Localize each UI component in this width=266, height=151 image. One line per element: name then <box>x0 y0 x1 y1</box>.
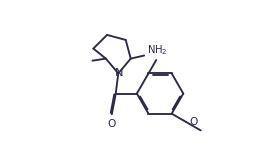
Text: N: N <box>115 68 123 78</box>
Text: O: O <box>189 117 198 127</box>
Text: NH$_2$: NH$_2$ <box>147 43 168 57</box>
Text: O: O <box>108 119 116 129</box>
